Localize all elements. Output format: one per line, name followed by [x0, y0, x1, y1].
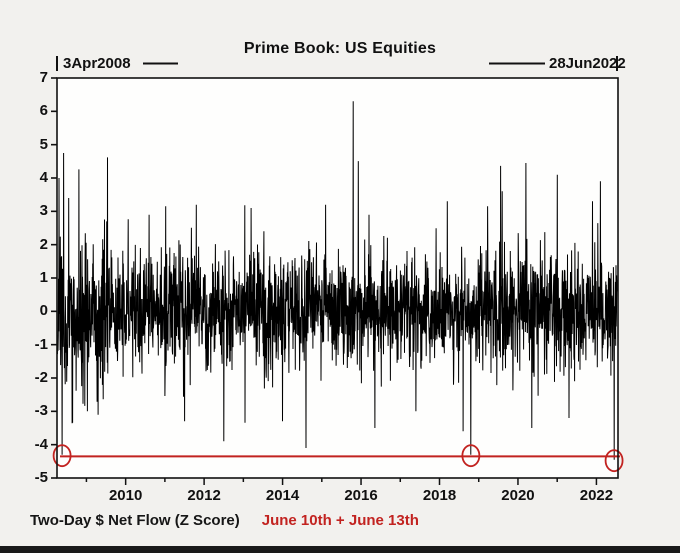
chart-title: Prime Book: US Equities: [243, 40, 437, 57]
caption-row: Two-Day $ Net Flow (Z Score) June 10th + …: [30, 512, 419, 529]
start-date-label: 3Apr2008: [63, 55, 131, 72]
y-tick-label: 4: [39, 169, 48, 186]
highlight-circle: [461, 444, 481, 468]
highlight-circle: [52, 444, 72, 468]
x-tick-label: 2018: [422, 487, 457, 504]
x-tick-label: 2022: [579, 487, 614, 504]
y-tick-label: -4: [34, 435, 48, 453]
y-tick-label: 7: [39, 69, 48, 86]
y-tick-label: -2: [34, 369, 48, 386]
axis-caption: Two-Day $ Net Flow (Z Score): [30, 512, 240, 529]
x-tick-label: 2014: [265, 487, 300, 504]
x-tick-label: 2012: [187, 487, 221, 504]
y-tick-label: 6: [39, 102, 48, 120]
y-tick-label: -3: [34, 402, 48, 420]
bottom-border-bar: [0, 546, 680, 553]
highlight-caption: June 10th + June 13th: [261, 512, 419, 529]
y-tick-label: -5: [34, 469, 48, 486]
y-tick-label: 2: [39, 235, 48, 253]
y-tick-label: 5: [39, 135, 48, 153]
y-tick-label: 0: [39, 302, 48, 320]
y-tick-label: -1: [34, 335, 48, 353]
net-flow-series: [56, 101, 619, 460]
y-tick-label: 1: [39, 269, 48, 286]
x-tick-label: 2016: [344, 487, 378, 504]
y-tick-label: 3: [39, 202, 48, 220]
end-date-label: 28Jun2022: [549, 55, 626, 72]
highlight-circle: [604, 449, 624, 473]
x-tick-label: 2020: [501, 487, 535, 504]
x-tick-label: 2010: [108, 487, 143, 504]
